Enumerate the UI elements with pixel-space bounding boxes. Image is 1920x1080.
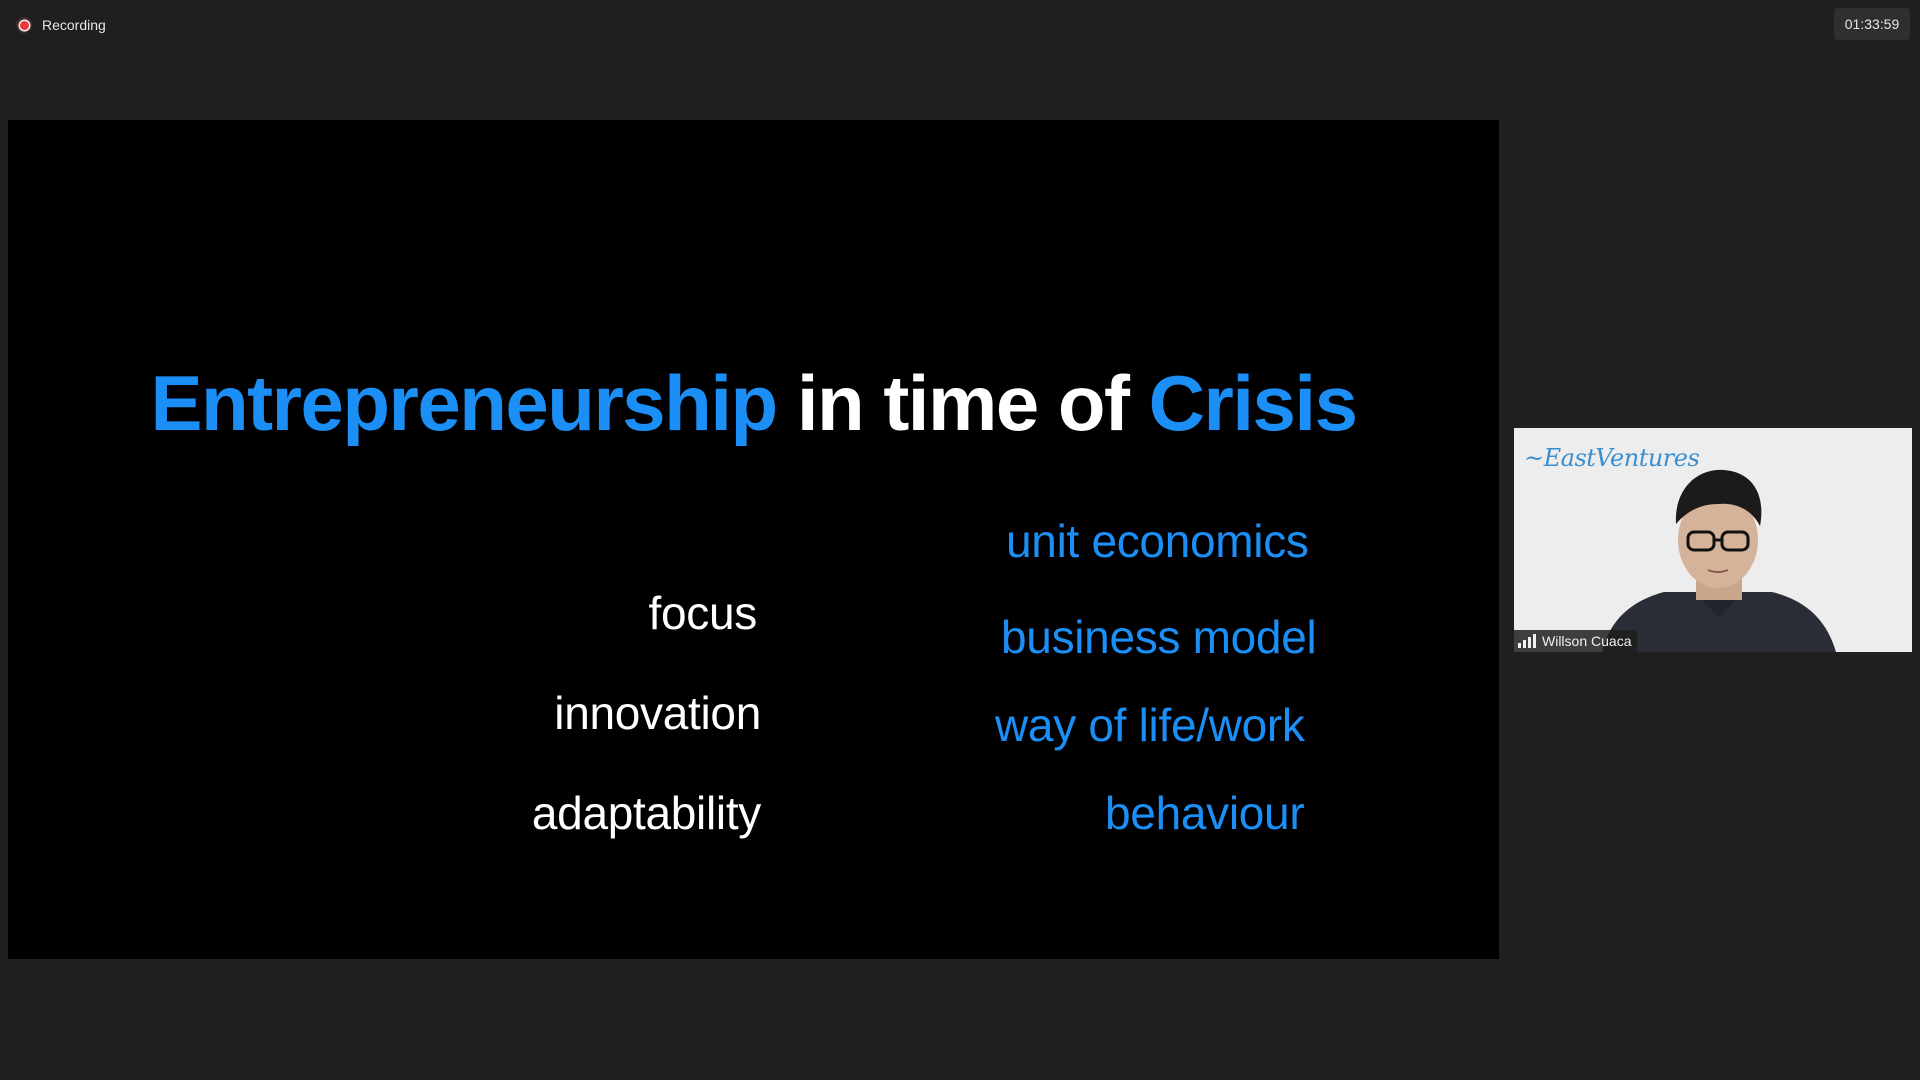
slide-word-innovation: innovation — [554, 687, 761, 739]
participant-video-tile[interactable]: ~EastVentures Willson Cuaca — [1514, 428, 1912, 652]
participant-video-feed — [1602, 469, 1836, 652]
slide-title-crisis: Crisis — [1148, 359, 1358, 447]
slide-title-middle: in time of — [796, 359, 1130, 447]
participant-name: Willson Cuaca — [1542, 633, 1632, 649]
recording-label: Recording — [42, 17, 106, 33]
slide-word-focus: focus — [648, 587, 758, 639]
recording-indicator[interactable]: Recording — [16, 14, 106, 36]
slide-title: Entrepreneurship in time of Crisis — [8, 358, 1499, 449]
shared-screen-slide: Entrepreneurship in time of Crisis focus… — [8, 120, 1499, 959]
slide-word-adaptability: adaptability — [531, 787, 761, 839]
meeting-timer: 01:33:59 — [1834, 8, 1910, 40]
recording-icon — [16, 17, 32, 33]
slide-word-way-of-life-work: way of life/work — [995, 699, 1305, 751]
east-ventures-logo: ~EastVentures — [1524, 444, 1700, 472]
slide-word-behaviour: behaviour — [1105, 787, 1305, 839]
participant-name-bar: Willson Cuaca — [1514, 630, 1638, 652]
slide-word-business-model: business model — [1001, 611, 1317, 663]
slide-title-entrepreneurship: Entrepreneurship — [150, 359, 779, 447]
slide-word-unit-economics: unit economics — [1006, 515, 1309, 567]
connection-signal-icon — [1518, 634, 1536, 648]
